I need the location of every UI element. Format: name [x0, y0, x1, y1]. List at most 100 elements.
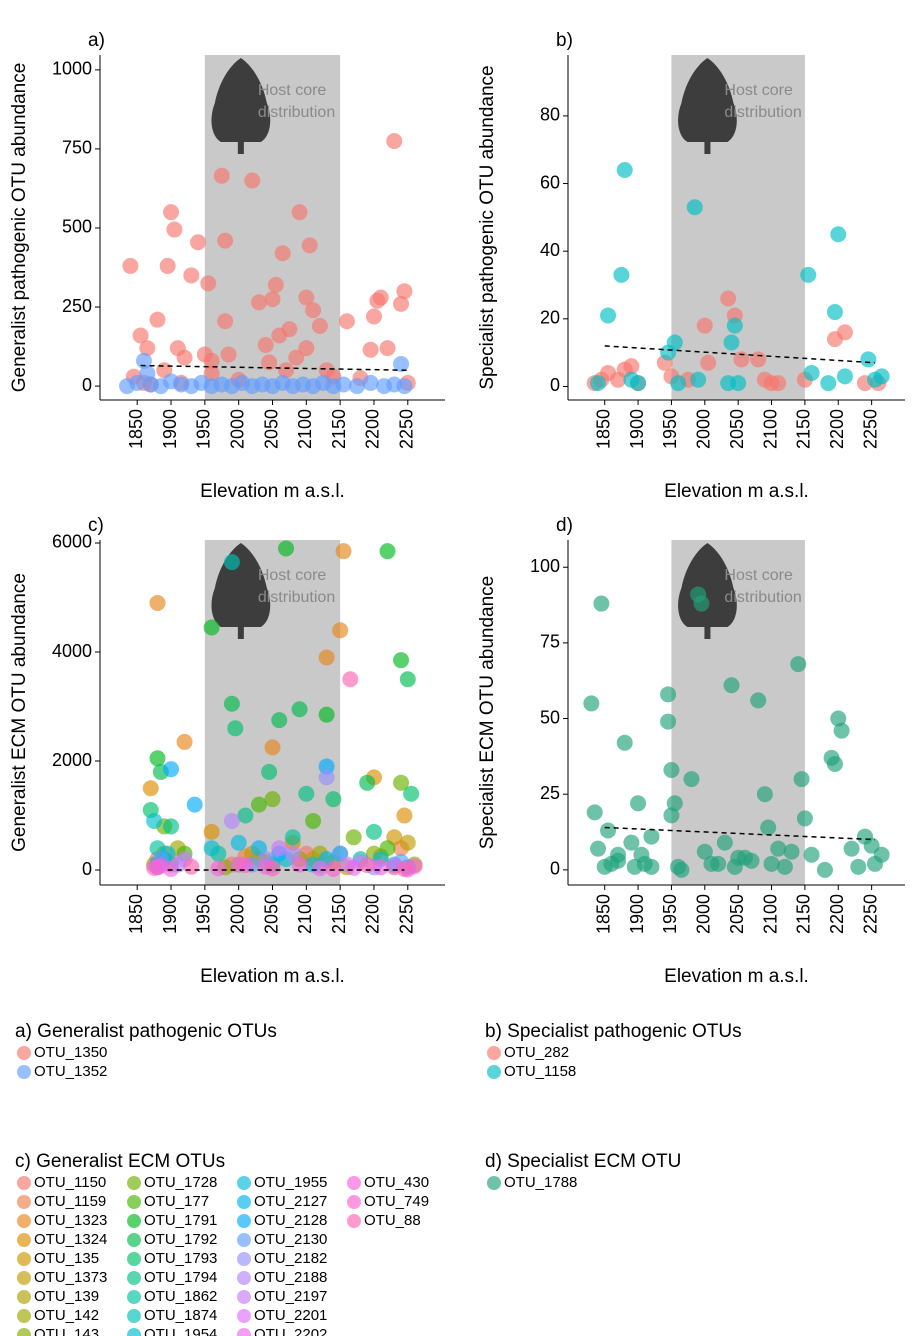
legend-label: OTU_1792	[144, 1231, 217, 1248]
x-tick-label: 1850	[593, 409, 613, 449]
point	[318, 706, 335, 723]
y-tick-label: 25	[540, 783, 560, 803]
legend-label: OTU_749	[364, 1193, 429, 1210]
point	[393, 355, 410, 372]
point	[836, 368, 853, 385]
legend-swatch	[17, 1328, 31, 1336]
x-tick-label: 2000	[227, 409, 247, 449]
point	[666, 334, 683, 351]
x-tick-label: 1850	[126, 409, 146, 449]
point	[149, 311, 166, 328]
point	[710, 855, 727, 872]
point	[393, 652, 410, 669]
x-tick-label: 1850	[593, 894, 613, 934]
point	[720, 290, 737, 307]
trend-line	[604, 826, 876, 841]
point	[332, 622, 349, 639]
point	[372, 859, 389, 876]
x-tick-label: 2100	[760, 894, 780, 934]
point	[227, 720, 244, 737]
legend-swatch	[17, 1176, 31, 1190]
x-tick-label: 2100	[295, 409, 315, 449]
y-tick-label: 6000	[52, 532, 92, 552]
legend-swatch	[17, 1271, 31, 1285]
point	[213, 167, 230, 184]
annotation: distribution	[258, 104, 335, 121]
point	[359, 774, 376, 791]
legend-label: OTU_1373	[34, 1269, 107, 1286]
point	[311, 860, 328, 877]
x-tick-label: 2050	[261, 409, 281, 449]
point	[135, 352, 152, 369]
legend-swatch	[237, 1233, 251, 1247]
point	[305, 812, 322, 829]
legend-label: OTU_2202	[254, 1326, 327, 1336]
legend-swatch	[17, 1214, 31, 1228]
point	[183, 858, 200, 875]
point	[203, 365, 220, 382]
point	[149, 750, 166, 767]
legend-swatch	[237, 1195, 251, 1209]
panel-label: d)	[556, 515, 573, 536]
x-tick-label: 1900	[627, 894, 647, 934]
x-tick-label: 2200	[827, 409, 847, 449]
legend-swatch	[17, 1233, 31, 1247]
legend-swatch	[237, 1309, 251, 1323]
legend-swatch	[237, 1214, 251, 1228]
legend-label: OTU_143	[34, 1326, 99, 1336]
x-tick-label: 2250	[860, 894, 880, 934]
x-axis-title: Elevation m a.s.l.	[200, 966, 345, 987]
legend-label: OTU_1324	[34, 1231, 107, 1248]
legend-swatch	[347, 1214, 361, 1228]
point	[696, 843, 713, 860]
legend-label: OTU_88	[364, 1212, 421, 1229]
y-tick-label: 100	[530, 556, 560, 576]
tree-icon	[211, 58, 271, 154]
x-tick-label: 2050	[261, 894, 281, 934]
x-tick-label: 1950	[660, 409, 680, 449]
trend-line	[604, 345, 876, 364]
point	[613, 266, 630, 283]
legend-swatch	[347, 1176, 361, 1190]
y-tick-label: 250	[62, 296, 92, 316]
point	[623, 358, 640, 375]
legend-label: OTU_2197	[254, 1288, 327, 1305]
point	[203, 352, 220, 369]
point	[163, 818, 180, 835]
tree-crown	[678, 58, 737, 142]
point	[365, 308, 382, 325]
point	[349, 378, 366, 395]
point	[342, 671, 359, 688]
legend-label: OTU_1791	[144, 1212, 217, 1229]
point	[250, 796, 267, 813]
point	[288, 349, 305, 366]
legend-label: OTU_1350	[34, 1044, 107, 1061]
point	[850, 858, 867, 875]
x-tick-label: 2000	[694, 894, 714, 934]
point	[129, 374, 146, 391]
point	[696, 317, 713, 334]
point	[365, 823, 382, 840]
legend-swatch	[127, 1328, 141, 1336]
legend-title: b) Specialist pathogenic OTUs	[485, 1021, 742, 1042]
y-tick-label: 50	[540, 707, 560, 727]
point	[743, 852, 760, 869]
point	[826, 755, 843, 772]
point	[166, 221, 183, 238]
x-tick-label: 1950	[660, 894, 680, 934]
point	[183, 267, 200, 284]
annotation: Host core	[258, 567, 327, 584]
legend-swatch	[237, 1290, 251, 1304]
legend-swatch	[127, 1195, 141, 1209]
annotation: Host core	[724, 82, 793, 99]
legend-swatch	[237, 1271, 251, 1285]
point	[600, 822, 617, 839]
x-tick-label: 1950	[194, 894, 214, 934]
point	[630, 375, 647, 392]
tree-crown	[211, 58, 271, 142]
tree-trunk	[704, 625, 711, 639]
tree-icon	[678, 543, 737, 639]
point	[244, 172, 261, 189]
point	[278, 362, 295, 379]
tree-trunk	[237, 140, 244, 154]
